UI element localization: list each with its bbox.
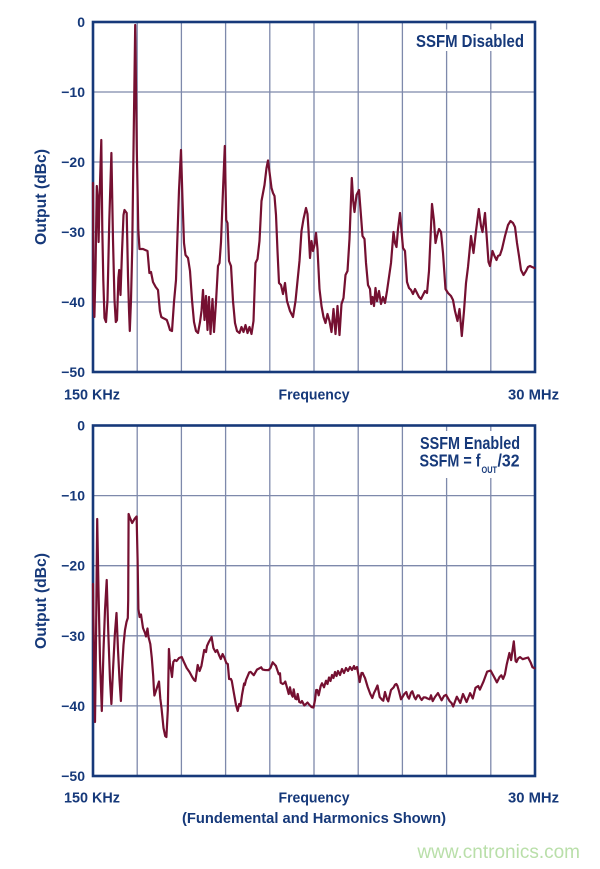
svg-text:−40: −40 xyxy=(61,294,85,310)
svg-text:30 MHz: 30 MHz xyxy=(508,791,559,807)
svg-text:−10: −10 xyxy=(61,488,85,504)
svg-text:Output (dBc): Output (dBc) xyxy=(33,149,50,245)
svg-text:/32: /32 xyxy=(498,451,520,471)
svg-text:−10: −10 xyxy=(61,84,85,100)
svg-text:−20: −20 xyxy=(61,154,85,170)
svg-text:0: 0 xyxy=(77,418,85,434)
svg-text:Output (dBc): Output (dBc) xyxy=(33,553,50,649)
svg-text:−30: −30 xyxy=(61,628,85,644)
svg-text:SSFM = f: SSFM = f xyxy=(420,451,481,471)
svg-text:−40: −40 xyxy=(61,698,85,714)
svg-text:www.cntronics.com: www.cntronics.com xyxy=(416,842,580,863)
svg-text:−50: −50 xyxy=(61,364,85,380)
svg-text:OUT: OUT xyxy=(482,465,498,476)
svg-text:−20: −20 xyxy=(61,558,85,574)
svg-text:SSFM Enabled: SSFM Enabled xyxy=(420,433,520,453)
svg-text:−30: −30 xyxy=(61,224,85,240)
svg-text:150 KHz: 150 KHz xyxy=(64,791,120,807)
svg-text:30 MHz: 30 MHz xyxy=(508,388,559,404)
svg-text:−50: −50 xyxy=(61,768,85,784)
svg-text:0: 0 xyxy=(77,14,85,30)
svg-text:Frequency: Frequency xyxy=(279,791,351,807)
svg-text:Frequency: Frequency xyxy=(279,388,351,404)
svg-text:SSFM Disabled: SSFM Disabled xyxy=(416,31,524,51)
svg-text:150 KHz: 150 KHz xyxy=(64,388,120,404)
svg-text:(Fundemental and Harmonics Sho: (Fundemental and Harmonics Shown) xyxy=(182,811,446,827)
